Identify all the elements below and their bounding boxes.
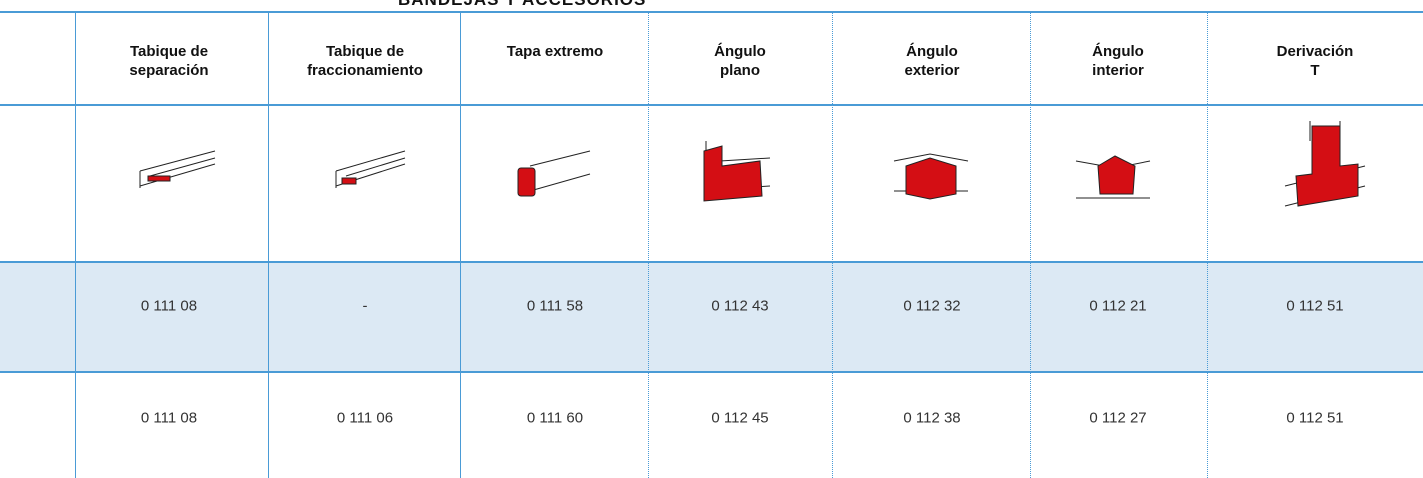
rule (0, 104, 1423, 106)
header-line: Ángulo (906, 43, 958, 60)
cell: 0 112 32 (903, 297, 961, 315)
rule (0, 261, 1423, 263)
title: BANDEJAS Y ACCESORIOS (398, 0, 646, 10)
cell: 0 112 45 (711, 409, 769, 427)
header-line: separación (129, 62, 209, 79)
header-line: Derivación (1276, 43, 1354, 60)
col-line (268, 12, 269, 478)
col-line (75, 12, 76, 478)
column-header: Tapa extremo (507, 42, 603, 61)
cell: 0 112 21 (1089, 297, 1147, 315)
column-header: Derivación T (1277, 42, 1354, 80)
header-line: Ángulo (1092, 43, 1144, 60)
cell: 0 111 06 (336, 409, 394, 427)
cell: 0 112 51 (1286, 409, 1344, 427)
icon (335, 150, 406, 188)
cell: 0 112 38 (903, 409, 961, 427)
column-header: Ángulo plano (714, 42, 766, 80)
col-line (648, 12, 649, 478)
product-icons (139, 121, 1366, 207)
icon (1284, 121, 1366, 207)
icon (517, 150, 591, 197)
column-header: Tabique de separación (129, 42, 208, 80)
column-header: Ángulo exterior (904, 42, 959, 80)
cell: 0 111 58 (526, 297, 584, 315)
column-header: Ángulo interior (1092, 42, 1144, 80)
icon (139, 150, 216, 188)
icon (893, 153, 969, 200)
header-line: Ángulo (714, 43, 766, 60)
row-shade (0, 262, 1423, 372)
icon (703, 141, 771, 202)
icon (1075, 155, 1151, 199)
cell: - (362, 297, 368, 315)
cell: 0 111 08 (140, 297, 198, 315)
header-line: Tabique de (325, 43, 405, 60)
header-line: plano (720, 62, 760, 79)
cell: 0 112 43 (711, 297, 769, 315)
rule (0, 371, 1423, 373)
header-line: fraccionamiento (307, 62, 423, 79)
cell: 0 112 51 (1286, 297, 1344, 315)
header-line: Tapa extremo (506, 43, 604, 60)
cell: 0 111 08 (140, 409, 198, 427)
header-line: interior (1092, 62, 1144, 79)
col-line (1030, 12, 1031, 478)
col-line (832, 12, 833, 478)
header-line: exterior (904, 62, 960, 79)
header-line: Tabique de (129, 43, 209, 60)
header-line: T (1310, 62, 1320, 79)
col-line (460, 12, 461, 478)
cell: 0 112 27 (1089, 409, 1147, 427)
cell: 0 111 60 (526, 409, 584, 427)
col-line (1207, 12, 1208, 478)
rule (0, 11, 1423, 13)
column-header: Tabique de fraccionamiento (307, 42, 423, 80)
